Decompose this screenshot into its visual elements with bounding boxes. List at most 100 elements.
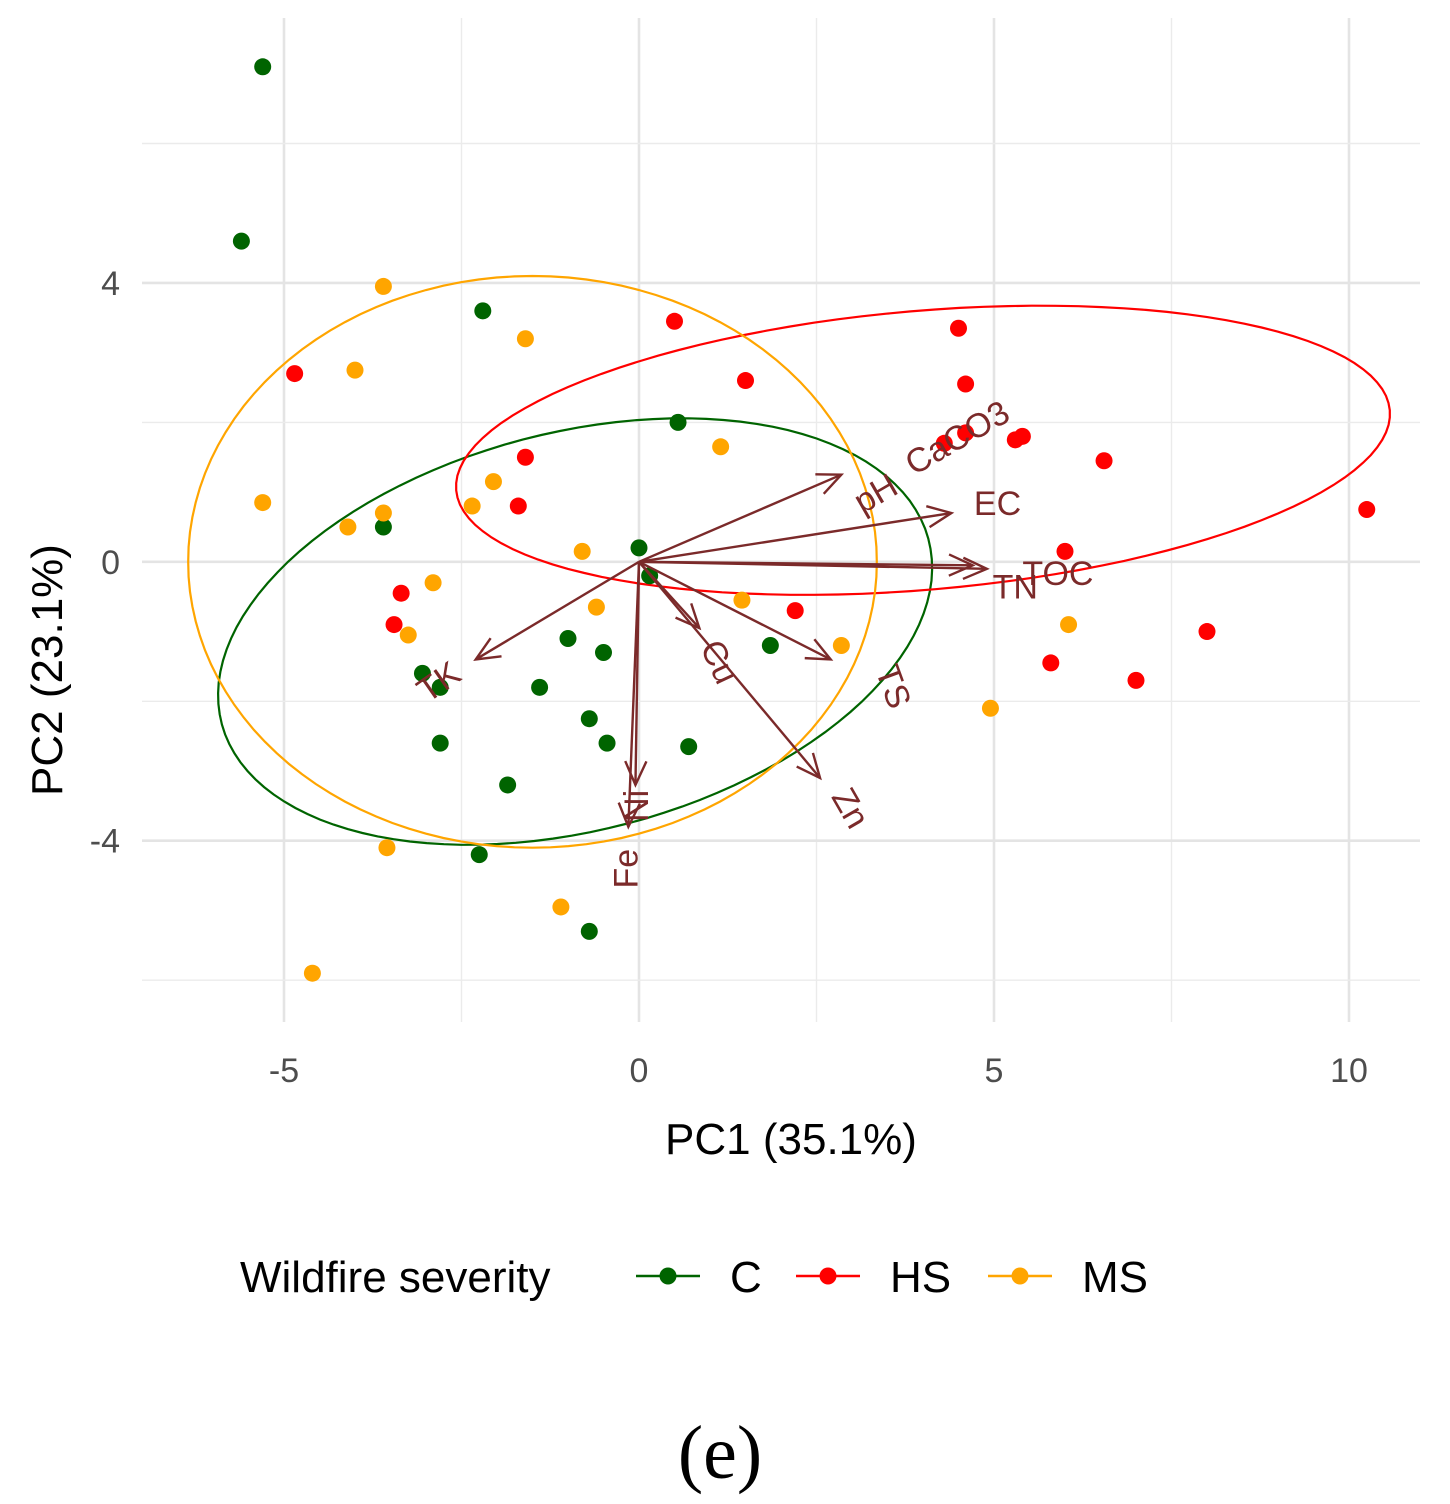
point-hs — [516, 448, 534, 466]
loading-label-fe: Fe — [607, 849, 645, 889]
arrow-tk — [475, 560, 640, 661]
point-hs — [286, 365, 304, 383]
point-hs — [1127, 671, 1145, 689]
point-c — [680, 738, 698, 756]
arrowhead-toc — [962, 556, 990, 581]
x-tick-label: -5 — [269, 1052, 299, 1090]
x-tick-label: 0 — [630, 1052, 649, 1090]
point-c — [669, 413, 687, 431]
grid — [142, 18, 1420, 1022]
point-c — [374, 518, 392, 536]
point-ms — [346, 361, 364, 379]
point-hs — [1358, 501, 1376, 519]
point-c — [474, 302, 492, 320]
point-c — [232, 232, 250, 250]
point-hs — [957, 424, 975, 442]
arrowhead-fe — [617, 802, 641, 830]
point-ms — [832, 637, 850, 654]
point-ms — [254, 494, 272, 512]
loading-label-tn: TN — [993, 569, 1038, 607]
point-ms — [516, 330, 534, 348]
point-c — [630, 539, 648, 557]
point-c — [580, 710, 598, 728]
legend: Wildfire severity C HS MS — [240, 1253, 1148, 1302]
point-ms — [552, 898, 570, 916]
legend-title: Wildfire severity — [240, 1253, 551, 1302]
arrow-ec — [638, 511, 952, 564]
point-c — [431, 734, 449, 752]
point-hs — [509, 497, 527, 515]
point-ms — [424, 574, 442, 592]
point-c — [431, 678, 449, 696]
point-hs — [1056, 542, 1074, 560]
point-ms — [463, 497, 481, 515]
point-hs — [935, 434, 953, 452]
loading-label-ts: TS — [868, 660, 919, 714]
point-ms — [378, 839, 396, 857]
loading-label-toc: TOC — [1022, 555, 1093, 593]
point-ms — [733, 591, 751, 609]
point-hs — [385, 616, 403, 634]
y-tick-label: 0 — [101, 544, 120, 582]
point-ms — [374, 277, 392, 295]
legend-entry-c: C — [730, 1253, 762, 1302]
point-ms — [399, 626, 417, 644]
point-c — [254, 58, 272, 76]
point-hs — [737, 372, 754, 390]
point-c — [598, 734, 616, 752]
arrowhead-cu — [675, 603, 702, 631]
point-ms — [484, 473, 502, 491]
loading-label-zn: Zn — [824, 782, 877, 835]
x-axis-title: PC1 (35.1%) — [665, 1115, 917, 1164]
point-ms — [303, 964, 321, 982]
point-ms — [374, 504, 392, 522]
data-points — [232, 58, 1376, 982]
point-hs — [1042, 654, 1060, 672]
point-c — [595, 643, 612, 661]
point-c — [580, 922, 598, 940]
point-c — [470, 846, 488, 864]
tick-labels: -5 0 5 10 -4 0 4 — [90, 265, 1368, 1090]
arrow-fe — [627, 561, 641, 827]
arrowhead-tk — [473, 637, 502, 661]
ellipse-hs — [455, 304, 1391, 596]
legend-key-dot-hs — [819, 1267, 837, 1285]
y-tick-label: -4 — [90, 823, 120, 861]
point-ms — [587, 598, 605, 616]
legend-key-dot-ms — [1011, 1267, 1029, 1285]
point-ms — [1060, 616, 1078, 634]
x-tick-label: 10 — [1330, 1052, 1368, 1090]
point-hs — [1095, 452, 1113, 470]
point-hs — [666, 312, 683, 330]
arrow-ts — [638, 560, 832, 661]
arrow-toc — [638, 560, 987, 571]
point-c — [531, 678, 549, 696]
arrowhead-ec — [925, 505, 955, 529]
loading-label-ec: EC — [974, 485, 1021, 523]
point-ms — [339, 518, 357, 536]
point-hs — [1198, 623, 1216, 641]
legend-entry-hs: HS — [890, 1253, 951, 1302]
point-ms — [573, 542, 591, 560]
y-tick-label: 4 — [101, 265, 120, 303]
arrow-ph — [638, 473, 842, 563]
ellipse-ms — [187, 274, 878, 849]
arrowhead-tn — [948, 553, 976, 577]
arrowhead-ts — [804, 638, 834, 661]
loading-label-caco3: CaCO3 — [899, 393, 1016, 483]
arrowhead-zn — [796, 752, 822, 781]
point-hs — [957, 375, 975, 393]
loading-label-ph: pH — [848, 467, 905, 522]
point-c — [499, 776, 517, 794]
arrowhead-ph — [815, 473, 845, 495]
point-c — [413, 664, 431, 682]
legend-key-dot-c — [659, 1267, 677, 1285]
loading-label-cu: Cu — [693, 634, 746, 689]
point-c — [559, 630, 577, 648]
x-tick-label: 5 — [985, 1052, 1004, 1090]
panel-label: (e) — [678, 1411, 762, 1495]
point-hs — [1013, 427, 1031, 445]
